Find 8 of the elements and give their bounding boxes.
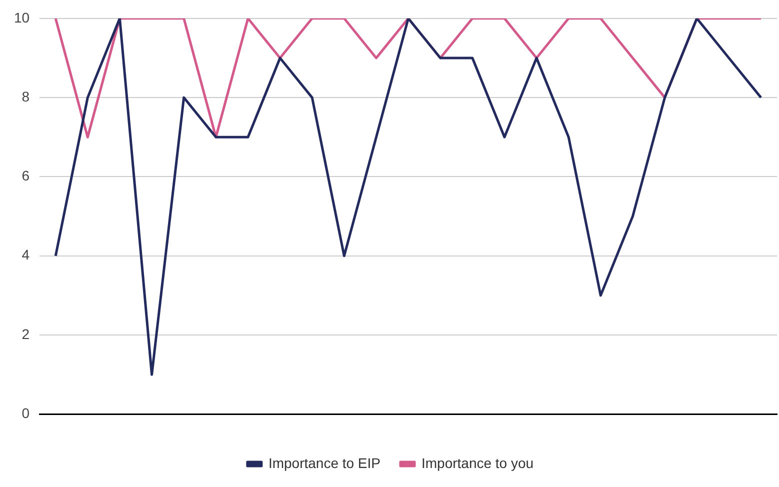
y-tick-label: 0 — [22, 405, 30, 422]
y-tick-label: 2 — [22, 326, 30, 342]
y-tick-label: 4 — [22, 246, 30, 263]
y-tick-label: 10 — [14, 9, 30, 26]
legend-label: Importance to you — [421, 454, 534, 471]
legend-label: Importance to EIP — [268, 454, 381, 471]
y-tick-label: 6 — [22, 168, 30, 184]
y-tick-label: 8 — [22, 88, 30, 104]
